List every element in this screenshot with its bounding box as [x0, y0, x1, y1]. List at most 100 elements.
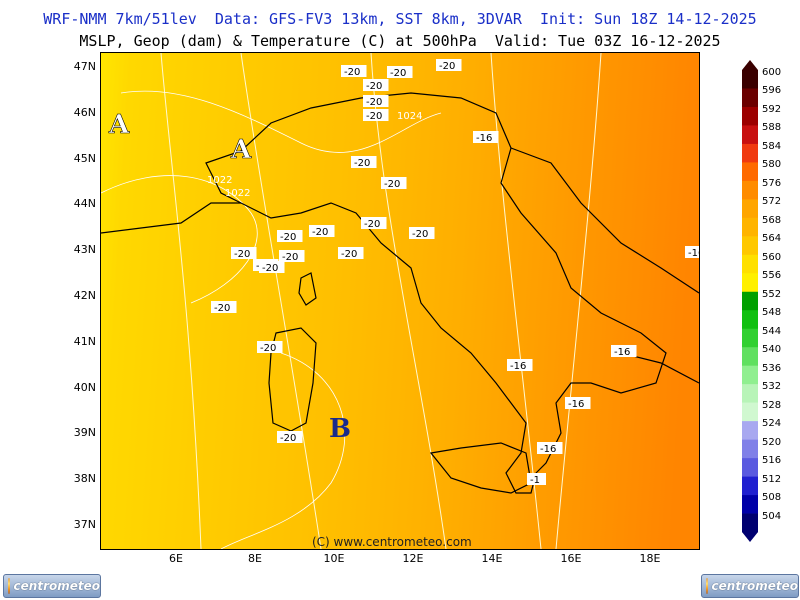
legend-swatch [742, 162, 758, 182]
svg-text:-20: -20 [214, 303, 230, 314]
geop-contour [555, 53, 602, 549]
legend-value: 596 [762, 85, 782, 97]
isobar-label: 1024 [397, 111, 422, 122]
map-canvas: A A B 1022 1022 1024 -20-20-20-20-20-20-… [101, 53, 699, 549]
legend-swatch [742, 439, 758, 459]
lat-tick-label: 37N [73, 518, 96, 531]
lon-tick-label: 8E [248, 552, 262, 565]
temperature-field [101, 53, 699, 549]
isobar [101, 175, 258, 304]
legend-value: 508 [762, 492, 782, 504]
temperature-label: -16 [507, 359, 533, 372]
legend-value: 540 [762, 344, 782, 356]
legend-value: 564 [762, 233, 782, 245]
svg-text:-16: -16 [510, 361, 526, 372]
lat-tick-label: 47N [73, 60, 96, 73]
globe-icon [8, 578, 10, 594]
legend-value: 548 [762, 307, 782, 319]
legend-value: 520 [762, 436, 782, 448]
geop-contour [160, 53, 202, 549]
svg-text:-20: -20 [341, 249, 357, 260]
svg-text:-20: -20 [280, 232, 296, 243]
globe-icon [706, 578, 708, 594]
temperature-label: -16 [537, 442, 563, 455]
legend-value: 552 [762, 288, 782, 300]
legend-value: 504 [762, 510, 782, 522]
temperature-label: -20 [363, 95, 389, 108]
temperature-label: -20 [338, 247, 364, 260]
legend-swatch [742, 106, 758, 126]
temperature-label: -16 [685, 246, 699, 259]
pressure-center-high: A [230, 135, 252, 165]
legend-value: 588 [762, 122, 782, 134]
temperature-label: -20 [231, 247, 257, 260]
legend-value: 576 [762, 177, 782, 189]
lon-tick-label: 14E [481, 552, 503, 565]
temperature-label: -16 [473, 131, 499, 144]
france-coastline [101, 202, 241, 234]
svg-text:-20: -20 [262, 263, 278, 274]
legend-swatch [742, 273, 758, 293]
legend-value: 544 [762, 325, 782, 337]
legend-top-arrow [742, 60, 758, 70]
balkan-coastline [510, 147, 699, 294]
sardinia-coastline [268, 327, 317, 432]
svg-text:-20: -20 [366, 111, 382, 122]
legend-swatch [742, 70, 758, 89]
legend-swatch [742, 236, 758, 256]
lat-tick-label: 46N [73, 105, 96, 119]
legend-swatch [742, 143, 758, 163]
svg-text:-20: -20 [260, 343, 276, 354]
legend-bottom-arrow [742, 532, 758, 542]
temperature-label: -16 [611, 345, 637, 358]
legend-swatch [742, 310, 758, 330]
svg-text:-20: -20 [366, 81, 382, 92]
temperature-label: -20 [351, 156, 377, 169]
temperature-label: -20 [309, 225, 335, 238]
legend-swatch [742, 402, 758, 422]
temperature-label: -1 [527, 473, 546, 486]
temperature-label: -20 [409, 227, 435, 240]
legend-value: 512 [762, 473, 782, 485]
isobar [120, 90, 442, 153]
legend-swatch [742, 458, 758, 477]
legend-value: 592 [762, 103, 782, 115]
legend-value: 560 [762, 251, 782, 263]
legend-value: 532 [762, 381, 782, 393]
lat-tick-label: 42N [73, 289, 96, 302]
lat-tick-label: 39N [73, 426, 96, 440]
temperature-label: -20 [363, 109, 389, 122]
lon-tick-label: 6E [169, 552, 183, 565]
svg-text:-20: -20 [234, 249, 250, 260]
lon-tick-label: 12E [402, 552, 424, 565]
svg-text:-16: -16 [540, 444, 556, 455]
legend-swatch [742, 125, 758, 145]
temperature-label: -20 [257, 341, 283, 354]
lat-tick-label: 40N [73, 380, 96, 394]
isobar-label: 1022 [225, 188, 250, 199]
lat-tick-label: 45N [73, 151, 96, 165]
centrometeo-logo-left[interactable]: centrometeo [3, 574, 101, 598]
lat-tick-label: 41N [73, 334, 96, 348]
legend-swatch [742, 180, 758, 200]
temperature-label: -20 [341, 65, 367, 78]
svg-text:-20: -20 [312, 227, 328, 238]
legend-value: 568 [762, 214, 782, 226]
temperature-label: -20 [277, 230, 303, 243]
lon-tick-label: 10E [323, 552, 345, 565]
legend-value: 536 [762, 362, 782, 374]
svg-text:-20: -20 [366, 97, 382, 108]
svg-text:-20: -20 [280, 433, 296, 444]
temperature-label: -20 [436, 59, 462, 72]
legend-swatch [742, 254, 758, 274]
legend-swatch [742, 217, 758, 237]
copyright: (C) www.centrometeo.com [312, 535, 472, 549]
temperature-labels: -20-20-20-20-20-20-20-20-20-20-20-20-20-… [211, 59, 699, 486]
temperature-label: -20 [279, 250, 305, 263]
centrometeo-logo-right[interactable]: centrometeo [701, 574, 799, 598]
legend-swatch [742, 328, 758, 348]
svg-text:-16: -16 [476, 133, 492, 144]
legend-value: 556 [762, 270, 782, 282]
svg-text:-1: -1 [530, 475, 540, 486]
geop-contour [240, 53, 322, 549]
